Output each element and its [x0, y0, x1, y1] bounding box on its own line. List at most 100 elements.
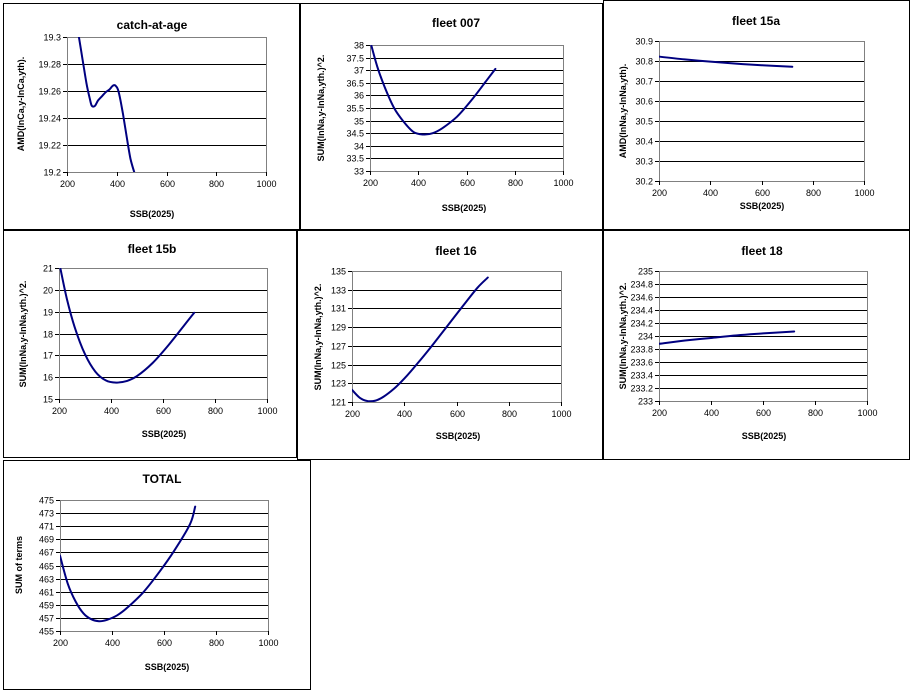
plot-area — [67, 37, 267, 173]
y-tick-label: 35 — [354, 117, 364, 127]
x-tick-label: 800 — [508, 178, 523, 188]
x-tick-label: 600 — [450, 409, 465, 419]
y-tick-label: 235 — [638, 267, 653, 277]
chart-svg-fleet-007: fleet 007 33 33.5 34 34.5 35 35.5 36 36.5 37 37.5 3… — [316, 16, 574, 213]
series-line — [659, 55, 794, 68]
x-tick-label: 1000 — [258, 638, 278, 648]
y-tick-label: 471 — [39, 522, 54, 532]
x-tick-label: 200 — [60, 179, 75, 189]
y-tick-label: 30.3 — [635, 157, 653, 167]
y-tick-label: 475 — [39, 496, 54, 506]
y-tick-label: 19.26 — [38, 87, 61, 97]
y-tick-label: 38 — [354, 41, 364, 51]
y-axis-label: SUM(lnNa,y-lnNa,yth.)^2. — [313, 284, 323, 391]
x-tick-label: 200 — [345, 409, 360, 419]
y-tick-label: 30.9 — [635, 37, 653, 47]
y-tick-label: 19.3 — [43, 33, 61, 43]
x-tick-label: 1000 — [857, 408, 877, 418]
y-tick-label: 234 — [638, 332, 653, 342]
y-tick-label: 33.5 — [346, 154, 364, 164]
y-axis-label: AMD(lnNa,y-lnNa,yth). — [618, 64, 628, 159]
x-tick-label: 1000 — [551, 409, 571, 419]
y-tick-label: 129 — [331, 323, 346, 333]
chart-panel-catch-at-age: catch-at-age 19.2 19.22 19.24 19.26 19.28 19.3… — [3, 3, 300, 230]
x-tick-label: 800 — [209, 638, 224, 648]
y-tick-label: 233.6 — [630, 358, 653, 368]
x-axis-label: SSB(2025) — [740, 201, 785, 211]
x-tick-label: 800 — [808, 408, 823, 418]
x-tick-label: 1000 — [553, 178, 573, 188]
y-tick-label: 18 — [43, 330, 53, 340]
x-tick-label: 400 — [110, 179, 125, 189]
y-tick-label: 30.4 — [635, 137, 653, 147]
y-tick-label: 234.8 — [630, 280, 653, 290]
chart-svg-fleet-15b: fleet 15b 15 16 17 18 19 20 21 200 400 600 800 1000 S… — [18, 242, 278, 439]
y-tick-label: 19.2 — [43, 168, 61, 178]
x-tick-label: 200 — [652, 188, 667, 198]
chart-svg-fleet-16: fleet 16 121 123 125 127 129 131 133 135 200 400 60… — [313, 244, 572, 441]
y-tick-label: 473 — [39, 509, 54, 519]
y-tick-label: 234.4 — [630, 306, 653, 316]
chart-title: fleet 007 — [432, 16, 480, 30]
y-tick-label: 123 — [331, 379, 346, 389]
series-line — [60, 505, 197, 623]
y-axis-label: SUM(lnNa,y-lnNa,yth.)^2. — [316, 55, 326, 162]
chart-panel-fleet-15b: fleet 15b 15 16 17 18 19 20 21 200 400 600 800 1000 S… — [3, 230, 297, 458]
x-tick-label: 200 — [52, 406, 67, 416]
chart-panel-fleet-15a: fleet 15a 30.2 30.3 30.4 30.5 30.6 30.7 30.8 30.… — [603, 0, 910, 230]
plot-area — [352, 271, 562, 403]
series-line — [77, 37, 136, 172]
y-tick-label: 20 — [43, 286, 53, 296]
y-tick-label: 459 — [39, 601, 54, 611]
y-tick-label: 127 — [331, 342, 346, 352]
x-axis-label: SSB(2025) — [742, 431, 787, 441]
y-tick-label: 125 — [331, 361, 346, 371]
x-tick-label: 200 — [53, 638, 68, 648]
y-tick-label: 17 — [43, 351, 53, 361]
chart-panel-total: TOTAL 455 457 459 461 463 465 467 469 471 473 475 20… — [3, 460, 311, 690]
y-tick-label: 37.5 — [346, 54, 364, 64]
series-line — [370, 45, 497, 136]
y-tick-label: 121 — [331, 398, 346, 408]
chart-panel-fleet-18: fleet 18 233 233.2 233.4 233.6 233.8 234 234.2 2… — [603, 230, 910, 460]
x-tick-label: 600 — [160, 179, 175, 189]
y-tick-label: 15 — [43, 395, 53, 405]
y-tick-label: 34 — [354, 142, 364, 152]
y-tick-label: 457 — [39, 614, 54, 624]
x-tick-label: 800 — [209, 179, 224, 189]
y-tick-label: 465 — [39, 562, 54, 572]
y-tick-label: 463 — [39, 575, 54, 585]
x-axis-label: SSB(2025) — [142, 429, 187, 439]
y-tick-label: 233.4 — [630, 371, 653, 381]
x-axis-label: SSB(2025) — [436, 431, 481, 441]
y-tick-label: 30.2 — [635, 177, 653, 187]
y-axis-label: AMD(lnCa,y-lnCa,yth). — [16, 57, 26, 152]
y-tick-label: 37 — [354, 66, 364, 76]
series-line — [659, 330, 796, 345]
x-tick-label: 1000 — [256, 179, 276, 189]
y-tick-label: 233 — [638, 397, 653, 407]
x-tick-label: 600 — [156, 406, 171, 416]
y-tick-label: 36 — [354, 91, 364, 101]
y-tick-label: 34.5 — [346, 129, 364, 139]
y-axis-label: SUM(lnNa,y-lnNa,yth.)^2. — [18, 281, 28, 388]
y-tick-label: 19.28 — [38, 60, 61, 70]
y-tick-label: 234.6 — [630, 293, 653, 303]
x-axis-label: SSB(2025) — [130, 209, 175, 219]
chart-title: fleet 16 — [435, 244, 477, 258]
x-tick-label: 200 — [652, 408, 667, 418]
x-tick-label: 800 — [208, 406, 223, 416]
y-tick-label: 30.8 — [635, 57, 653, 67]
y-axis-label: SUM(lnNa,y-lnNa,yth.)^2. — [618, 283, 628, 390]
y-tick-label: 131 — [331, 304, 346, 314]
y-tick-label: 469 — [39, 535, 54, 545]
x-tick-label: 400 — [104, 406, 119, 416]
y-tick-label: 234.2 — [630, 319, 653, 329]
chart-title: fleet 15a — [732, 14, 780, 28]
y-axis-label: SUM of terms — [14, 536, 24, 594]
y-tick-label: 30.7 — [635, 77, 653, 87]
y-tick-label: 461 — [39, 588, 54, 598]
x-axis-label: SSB(2025) — [442, 203, 487, 213]
y-tick-label: 133 — [331, 286, 346, 296]
chart-title: TOTAL — [143, 472, 182, 486]
